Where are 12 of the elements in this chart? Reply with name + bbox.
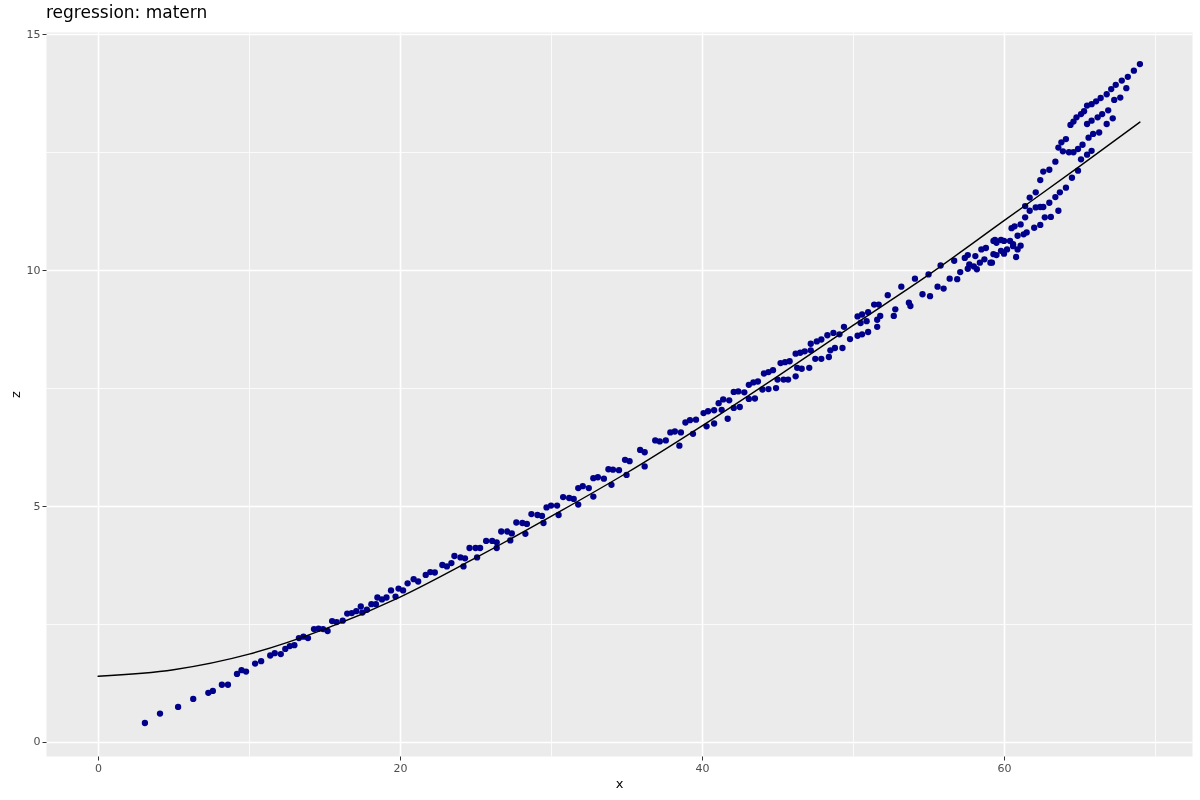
y-tick-label: 0 [33,735,41,749]
x-axis-title: x [615,775,624,791]
x-tick-label: 60 [997,761,1012,775]
x-tick-label: 20 [393,761,408,775]
line-series [97,121,1141,677]
x-tick-label: 0 [95,761,103,775]
y-axis-title: z [7,390,23,398]
chart-title: regression: matern [46,2,208,23]
x-tick-label: 40 [695,761,710,775]
y-tick-label: 10 [26,263,41,277]
y-tick-label: 15 [26,27,41,41]
y-tick-label: 5 [33,499,41,513]
